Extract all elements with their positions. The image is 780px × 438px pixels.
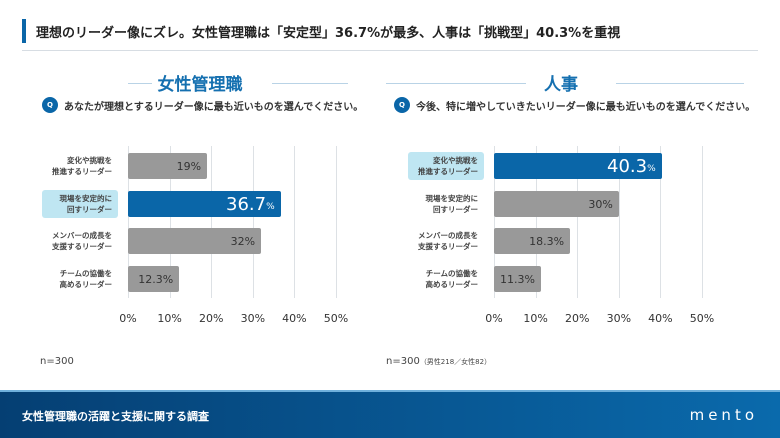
data-label: 18.3% xyxy=(529,234,565,248)
category-label: 変化や挑戦を 推進するリーダー xyxy=(408,152,484,180)
section-line-right xyxy=(272,83,348,84)
tick-label: 50% xyxy=(689,312,715,325)
tick-label: 0% xyxy=(485,312,503,325)
category-label: 変化や挑戦を 推進するリーダー xyxy=(52,156,112,176)
data-label: 40.3 xyxy=(607,155,648,177)
question-text: 今後、特に増やしていきたいリーダー像に最も近いものを選んでください。 xyxy=(416,101,756,113)
page-title: 理想のリーダー像にズレ。女性管理職は「安定型」36.7%が最多、人事は「挑戦型」… xyxy=(36,26,621,41)
data-label: 36.7 xyxy=(226,193,267,215)
section-title: 女性管理職 xyxy=(157,75,243,95)
gridline xyxy=(128,146,129,298)
gridline xyxy=(702,146,703,298)
data-label: 30% xyxy=(588,197,613,211)
question-icon: Q xyxy=(394,97,410,113)
gridline xyxy=(618,146,620,298)
gridline xyxy=(660,146,662,298)
gridline xyxy=(494,146,495,298)
bar: 19% xyxy=(128,153,208,179)
question: Q あなたが理想とするリーダー像に最も近いものを選んでください。 xyxy=(42,97,363,113)
gridline xyxy=(577,146,579,298)
bar: 18.3% xyxy=(494,228,571,254)
footer: 女性管理職の活躍と支援に関する調査 mento xyxy=(0,390,780,438)
gridline xyxy=(294,146,296,298)
tick-label: 20% xyxy=(198,312,224,325)
section-title: 人事 xyxy=(544,75,578,95)
question: Q 今後、特に増やしていきたいリーダー像に最も近いものを選んでください。 xyxy=(394,97,755,113)
title-accent xyxy=(22,19,26,43)
tick-label: 10% xyxy=(523,312,548,325)
data-label: 12.3% xyxy=(138,272,174,286)
category-label: チームの協働を 高めるリーダー xyxy=(425,269,479,289)
mento-logo: mento xyxy=(689,406,758,424)
divider xyxy=(22,50,758,51)
gridline xyxy=(252,146,254,298)
tick-label: 20% xyxy=(564,312,590,325)
sample-size: n=300 xyxy=(40,356,74,367)
sample-breakdown: （男性218／女性82） xyxy=(419,358,492,366)
data-label: 11.3% xyxy=(500,272,535,286)
tick-label: 50% xyxy=(323,312,349,325)
sample-n: n=300 xyxy=(386,356,420,367)
tick-label: 30% xyxy=(240,312,266,325)
tick-label: 40% xyxy=(282,312,307,325)
tick-label: 30% xyxy=(606,312,632,325)
gridline xyxy=(535,146,537,298)
section-line-left xyxy=(386,83,526,84)
category-label: メンバーの成長を 支援するリーダー xyxy=(418,231,478,251)
bar: 40.3% xyxy=(494,153,662,179)
sample-size: n=300（男性218／女性82） xyxy=(386,356,491,367)
section-line-left xyxy=(128,83,152,84)
panel-hr: 人事 Q 今後、特に増やしていきたいリーダー像に最も近いものを選んでください。 0% 1… xyxy=(366,0,756,390)
question-text: あなたが理想とするリーダー像に最も近いものを選んでください。 xyxy=(64,101,364,113)
panel-female-managers: 女性管理職 Q あなたが理想とするリーダー像に最も近いものを選んでください。 0% 10… xyxy=(0,0,390,390)
question-icon: Q xyxy=(42,97,58,113)
bar: 30% xyxy=(494,191,619,217)
category-label: 現場を安定的に 回すリーダー xyxy=(425,194,479,214)
gridline xyxy=(169,146,171,298)
section-line-right xyxy=(616,83,744,84)
category-label: チームの協働を 高めるリーダー xyxy=(59,269,113,289)
percent-sign: % xyxy=(647,164,656,174)
bar: 11.3% xyxy=(494,266,541,292)
tick-label: 10% xyxy=(157,312,182,325)
data-label: 19% xyxy=(176,159,202,173)
category-label: 現場を安定的に 回すリーダー xyxy=(42,190,118,218)
category-label: メンバーの成長を 支援するリーダー xyxy=(52,231,112,251)
bar: 32% xyxy=(128,228,262,254)
gridline xyxy=(211,146,213,298)
data-label: 32% xyxy=(230,234,256,248)
survey-name: 女性管理職の活躍と支援に関する調査 xyxy=(22,410,209,423)
bar: 12.3% xyxy=(128,266,180,292)
sample-n: n=300 xyxy=(40,356,74,367)
tick-label: 0% xyxy=(119,312,137,325)
bar: 36.7% xyxy=(128,191,281,217)
gridline xyxy=(336,146,337,298)
percent-sign: % xyxy=(266,202,275,212)
tick-label: 40% xyxy=(648,312,673,325)
